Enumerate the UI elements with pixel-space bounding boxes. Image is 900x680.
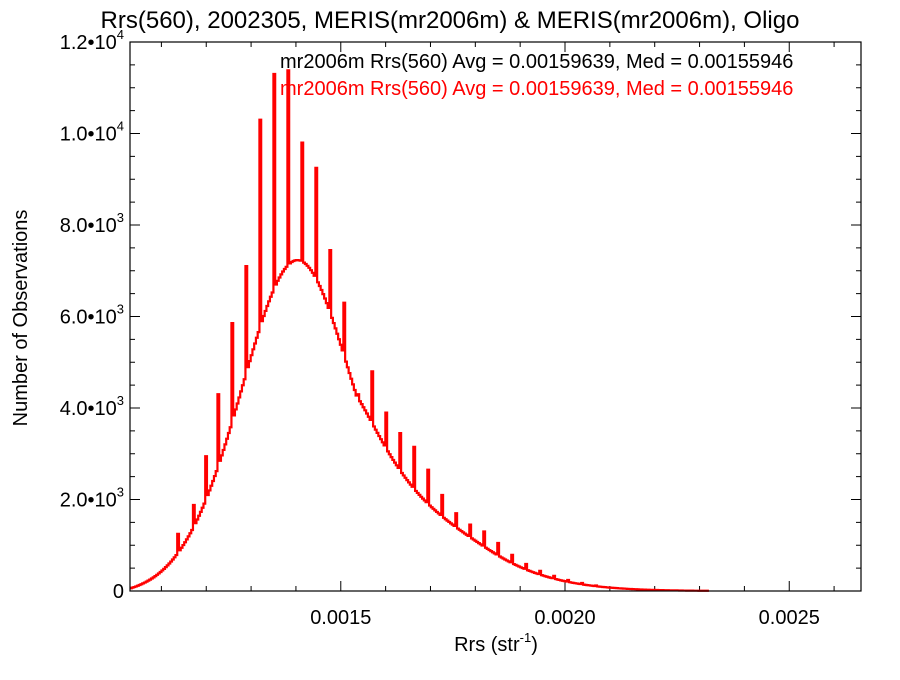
x-axis-label-main: Rrs (str	[454, 634, 520, 656]
x-tick-labels: 0.0015 0.0020 0.0025	[310, 607, 820, 629]
y-tick-label: 1.0•104	[60, 119, 124, 146]
legend-entry-red: mr2006m Rrs(560) Avg = 0.00159639, Med =…	[280, 78, 793, 100]
y-tick-label: 0	[113, 581, 124, 603]
y-tick-labels: 0 2.0•103 4.0•103 6.0•103 8.0•103 1.0•104 1.2•…	[60, 27, 124, 603]
x-tick-label: 0.0015	[310, 607, 371, 629]
y-axis-label: Number of Observations	[10, 210, 32, 427]
histogram-series-line	[130, 69, 709, 592]
y-tick-label: 2.0•103	[60, 485, 124, 512]
y-tick-label: 8.0•103	[60, 210, 124, 237]
legend-entry-black: mr2006m Rrs(560) Avg = 0.00159639, Med =…	[280, 51, 793, 73]
x-tick-label: 0.0025	[759, 607, 820, 629]
y-tick-label: 6.0•103	[60, 302, 124, 329]
axis-ticks	[130, 41, 861, 592]
chart-title: Rrs(560), 2002305, MERIS(mr2006m) & MERI…	[101, 7, 800, 34]
y-tick-label: 1.2•104	[60, 27, 124, 54]
x-axis-label: Rrs (str-1)	[454, 630, 538, 656]
y-tick-label: 4.0•103	[60, 393, 124, 420]
x-axis-label-close: )	[531, 634, 538, 656]
x-axis-label-sup: -1	[520, 630, 532, 645]
plot-frame	[129, 41, 862, 592]
x-tick-label: 0.0020	[534, 607, 595, 629]
